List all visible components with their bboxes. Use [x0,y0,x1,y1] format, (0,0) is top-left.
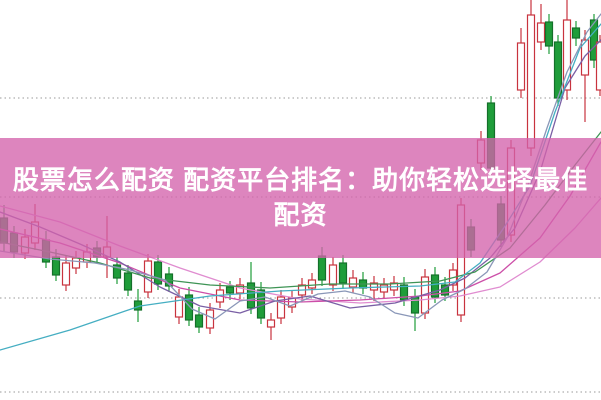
headline-line-2: 配资 [273,200,328,230]
headline-banner: 股票怎么配资 配资平台排名：助你轻松选择最佳 配资 [0,138,601,258]
headline-line-1: 股票怎么配资 配资平台排名：助你轻松选择最佳 [12,165,589,195]
